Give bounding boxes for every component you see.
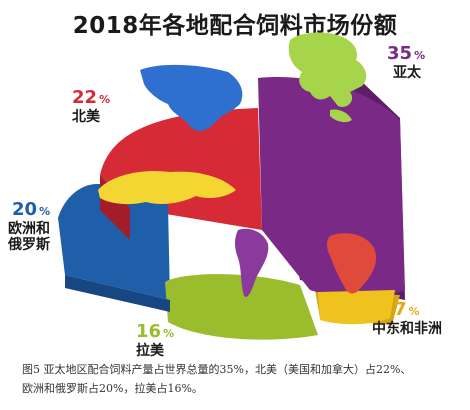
caption-line-2: 欧洲和俄罗斯占20%，拉美占16%。 bbox=[22, 382, 203, 395]
eur-region-name-line1: 欧洲和 bbox=[8, 220, 50, 237]
pie-shade-eur bbox=[65, 275, 170, 312]
caption-line-1: 图5 亚太地区配合饲料产量占世界总量的35%，北美（美国和加拿大）占22%、 bbox=[22, 363, 412, 376]
eur-percent: 20 bbox=[12, 199, 38, 220]
asia-map-icon bbox=[288, 32, 367, 123]
africa-map-icon bbox=[327, 233, 377, 294]
na-region-name: 北美 bbox=[72, 108, 100, 125]
europe-russia-map-icon bbox=[98, 170, 236, 205]
pie-chart bbox=[58, 32, 405, 340]
pie-slice-mea bbox=[318, 290, 395, 325]
label-eur: 20% 欧洲和 俄罗斯 bbox=[8, 199, 51, 253]
label-na: 22% 北美 bbox=[72, 87, 111, 125]
lat-region-name: 拉美 bbox=[136, 342, 164, 359]
mea-percent-sign: % bbox=[408, 305, 420, 318]
mea-region-name: 中东和非洲 bbox=[372, 320, 442, 337]
lat-percent: 16 bbox=[136, 321, 162, 342]
na-percent-sign: % bbox=[99, 93, 111, 106]
eur-region-name-line2: 俄罗斯 bbox=[8, 236, 50, 253]
na-percent: 22 bbox=[72, 87, 98, 108]
pie-slice-lat bbox=[165, 274, 318, 340]
pie-slice-eur bbox=[58, 184, 170, 300]
chart-title: 2018年各地配合饲料市场份额 bbox=[72, 13, 398, 39]
mea-percent: 7 bbox=[394, 299, 407, 320]
apac-percent-sign: % bbox=[414, 49, 426, 62]
label-lat: 16% 拉美 bbox=[136, 321, 175, 359]
latin-america-map-icon bbox=[235, 228, 269, 297]
lat-percent-sign: % bbox=[163, 327, 175, 340]
apac-percent: 35 bbox=[387, 43, 413, 64]
north-america-map-icon bbox=[140, 64, 243, 131]
apac-region-name: 亚太 bbox=[393, 64, 421, 81]
label-mea: 7% 中东和非洲 bbox=[372, 299, 442, 337]
eur-percent-sign: % bbox=[39, 205, 51, 218]
figure-caption: 图5 亚太地区配合饲料产量占世界总量的35%，北美（美国和加拿大）占22%、 欧… bbox=[22, 360, 462, 398]
label-apac: 35% 亚太 bbox=[387, 43, 426, 81]
